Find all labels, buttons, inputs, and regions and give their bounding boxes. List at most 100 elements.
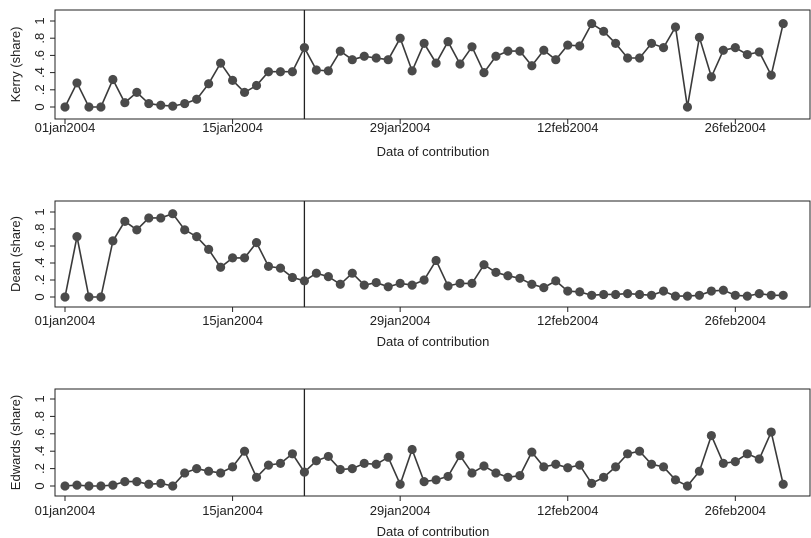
data-point xyxy=(682,102,693,112)
y-tick-label: .2 xyxy=(32,275,47,286)
data-point xyxy=(60,102,70,112)
data-point xyxy=(443,37,453,47)
plot-frame xyxy=(54,9,811,120)
data-point xyxy=(419,38,429,48)
data-point xyxy=(754,47,764,57)
y-tick-label: .6 xyxy=(32,50,47,61)
data-point xyxy=(144,98,154,109)
data-point xyxy=(311,268,321,278)
data-point xyxy=(275,263,286,273)
data-point xyxy=(730,43,740,53)
data-point xyxy=(239,446,250,456)
data-point xyxy=(682,291,693,301)
data-point xyxy=(694,290,705,300)
data-point xyxy=(515,470,525,481)
data-point xyxy=(431,475,441,485)
data-point xyxy=(611,38,621,48)
data-point xyxy=(120,477,130,487)
x-tick-label: 12feb2004 xyxy=(537,313,598,328)
data-point xyxy=(503,271,513,281)
data-point xyxy=(539,462,549,472)
data-point xyxy=(778,479,788,489)
data-point xyxy=(383,55,393,65)
data-point xyxy=(156,478,166,488)
x-tick-label: 01jan2004 xyxy=(35,313,96,328)
data-point xyxy=(634,446,645,456)
data-point xyxy=(706,286,716,296)
data-point xyxy=(622,449,633,459)
x-tick-label: 26feb2004 xyxy=(705,120,766,135)
y-tick-label: 1 xyxy=(32,208,47,215)
data-point xyxy=(730,457,740,467)
data-point xyxy=(335,46,345,56)
data-point xyxy=(287,449,298,459)
panel-2: 0 .2 .4 .6 .8 1 Dean (share) 01jan2004 15jan2004… xyxy=(8,200,811,349)
data-point xyxy=(718,458,728,468)
x-tick-label: 15jan2004 xyxy=(202,503,263,518)
data-point xyxy=(108,236,118,246)
data-point xyxy=(192,464,202,474)
data-point xyxy=(575,460,585,470)
data-point xyxy=(407,66,417,76)
y-tick-label: 0 xyxy=(32,482,47,489)
data-point xyxy=(646,459,657,469)
data-point xyxy=(311,456,321,466)
y-tick-label: 0 xyxy=(32,293,47,300)
data-point xyxy=(227,253,238,263)
data-point xyxy=(120,98,130,108)
data-point xyxy=(706,72,716,82)
data-point xyxy=(599,472,609,482)
data-point xyxy=(359,51,369,61)
x-tick-label: 15jan2004 xyxy=(202,313,263,328)
data-point xyxy=(563,40,573,50)
data-point xyxy=(682,481,693,491)
data-point xyxy=(347,268,357,278)
data-point xyxy=(694,466,705,476)
data-point xyxy=(611,462,621,472)
y-tick-label: .8 xyxy=(32,33,47,44)
data-point xyxy=(287,272,298,283)
data-point xyxy=(742,49,752,60)
data-point xyxy=(419,477,429,487)
data-point xyxy=(239,87,250,97)
data-point xyxy=(479,461,489,471)
data-point xyxy=(347,464,357,474)
data-point xyxy=(204,466,214,476)
data-point xyxy=(407,444,417,455)
data-point xyxy=(108,74,118,85)
y-tick-label: 0 xyxy=(32,103,47,110)
panel-3: 0 .2 .4 .6 .8 1 Edwards (share) 01jan2004 15jan2… xyxy=(8,388,811,538)
data-point xyxy=(658,43,669,53)
data-point xyxy=(527,61,537,71)
data-point xyxy=(395,278,405,288)
data-point xyxy=(599,26,609,36)
data-point xyxy=(575,41,585,51)
data-point xyxy=(742,291,752,301)
data-point xyxy=(611,289,621,300)
data-point xyxy=(216,468,226,478)
data-point xyxy=(84,102,94,112)
data-point xyxy=(323,451,333,462)
data-point xyxy=(251,238,262,248)
data-point xyxy=(204,79,214,89)
data-point xyxy=(395,479,405,489)
data-point xyxy=(180,225,190,235)
data-point xyxy=(156,213,166,223)
data-point xyxy=(407,280,417,290)
data-point xyxy=(227,462,238,472)
data-point xyxy=(132,225,142,235)
data-point xyxy=(467,278,477,288)
data-point xyxy=(730,290,740,300)
data-point xyxy=(144,213,154,223)
data-point xyxy=(515,273,525,283)
data-point xyxy=(670,475,681,485)
data-point xyxy=(622,53,633,63)
data-point xyxy=(275,67,286,77)
data-point xyxy=(299,43,309,53)
data-point xyxy=(539,45,549,55)
data-point xyxy=(479,68,489,78)
data-point xyxy=(718,285,728,295)
x-tick-label: 26feb2004 xyxy=(705,503,766,518)
